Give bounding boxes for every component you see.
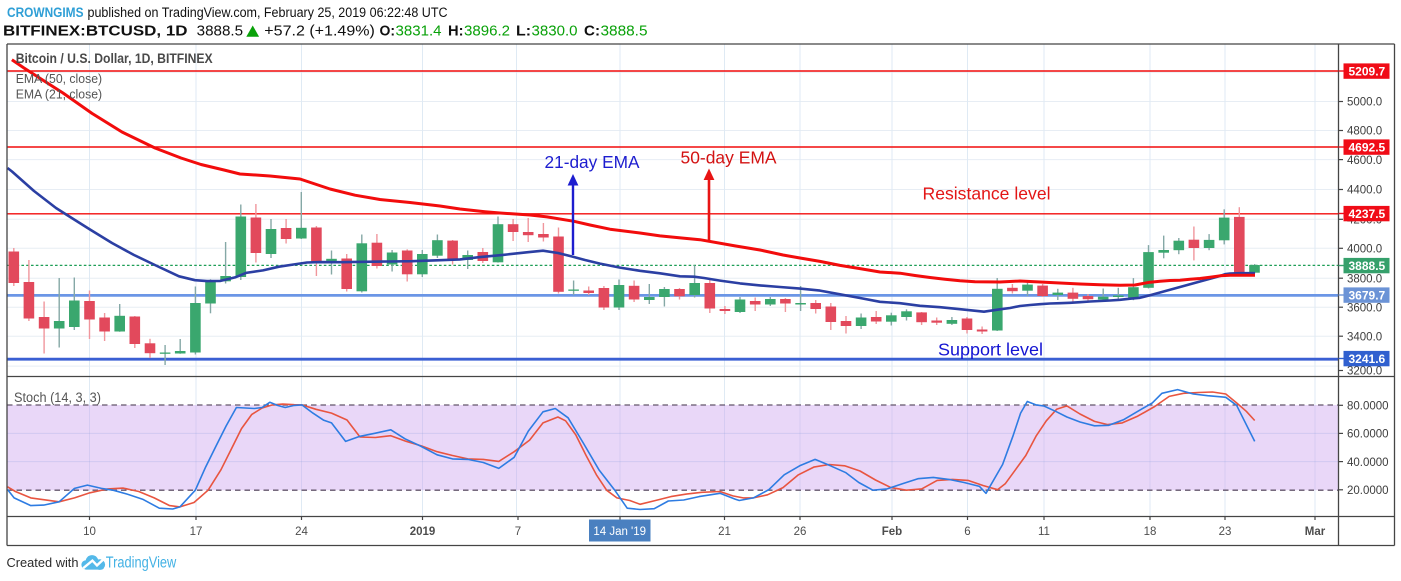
svg-text:4692.5: 4692.5 — [1349, 141, 1386, 155]
svg-text:11: 11 — [1038, 526, 1050, 538]
svg-text:H:: H: — [448, 24, 464, 40]
svg-text:Bitcoin / U.S. Dollar, 1D, BIT: Bitcoin / U.S. Dollar, 1D, BITFINEX — [16, 51, 213, 66]
svg-text:18: 18 — [1144, 526, 1157, 538]
svg-text:4000.0: 4000.0 — [1347, 244, 1382, 256]
svg-text:L:: L: — [516, 24, 531, 40]
svg-text:EMA (50, close): EMA (50, close) — [16, 71, 102, 86]
svg-text:60.0000: 60.0000 — [1347, 429, 1389, 441]
svg-text:+57.2 (+1.49%): +57.2 (+1.49%) — [264, 24, 375, 40]
svg-text:4237.5: 4237.5 — [1349, 207, 1386, 221]
svg-text:24: 24 — [295, 526, 308, 538]
svg-text:published on TradingView.com,: published on TradingView.com, February 2… — [88, 5, 448, 20]
svg-text:3888.5: 3888.5 — [601, 24, 648, 40]
svg-text:Stoch (14, 3, 3): Stoch (14, 3, 3) — [14, 390, 101, 405]
svg-text:EMA (21, close): EMA (21, close) — [16, 87, 102, 102]
svg-text:5000.0: 5000.0 — [1347, 97, 1382, 109]
svg-text:Resistance level: Resistance level — [923, 184, 1051, 204]
svg-text:40.0000: 40.0000 — [1347, 457, 1389, 469]
svg-text:BITFINEX:BTCUSD, 1D: BITFINEX:BTCUSD, 1D — [3, 24, 188, 40]
svg-text:CROWNGIMS: CROWNGIMS — [7, 5, 84, 20]
svg-text:O:: O: — [380, 24, 396, 40]
svg-text:3400.0: 3400.0 — [1347, 331, 1382, 343]
svg-text:Support level: Support level — [938, 340, 1043, 360]
svg-text:2019: 2019 — [410, 526, 436, 538]
svg-text:3888.5: 3888.5 — [197, 24, 243, 40]
svg-text:26: 26 — [794, 526, 807, 538]
svg-text:3600.0: 3600.0 — [1347, 302, 1382, 314]
svg-text:3830.0: 3830.0 — [532, 24, 578, 40]
svg-text:21-day EMA: 21-day EMA — [545, 152, 640, 172]
svg-text:Created with: Created with — [7, 555, 79, 570]
svg-text:23: 23 — [1219, 526, 1232, 538]
svg-text:4800.0: 4800.0 — [1347, 126, 1382, 138]
svg-text:C:: C: — [584, 24, 600, 40]
svg-text:3896.2: 3896.2 — [464, 24, 510, 40]
svg-text:50-day EMA: 50-day EMA — [681, 148, 777, 168]
svg-text:4600.0: 4600.0 — [1347, 155, 1382, 167]
svg-text:80.0000: 80.0000 — [1347, 401, 1389, 413]
svg-text:6: 6 — [964, 526, 970, 538]
svg-text:3800.0: 3800.0 — [1347, 273, 1382, 285]
svg-text:10: 10 — [83, 526, 96, 538]
svg-text:17: 17 — [190, 526, 203, 538]
svg-text:3679.7: 3679.7 — [1349, 289, 1386, 303]
svg-text:Mar: Mar — [1305, 526, 1326, 538]
svg-text:14 Jan '19: 14 Jan '19 — [593, 526, 646, 538]
svg-text:7: 7 — [515, 526, 521, 538]
svg-text:3888.5: 3888.5 — [1349, 259, 1386, 273]
svg-text:5209.7: 5209.7 — [1349, 65, 1386, 79]
svg-text:3241.6: 3241.6 — [1349, 352, 1386, 366]
svg-text:20.0000: 20.0000 — [1347, 485, 1389, 497]
svg-text:3200.0: 3200.0 — [1347, 366, 1382, 378]
svg-text:4400.0: 4400.0 — [1347, 185, 1382, 197]
svg-text:21: 21 — [718, 526, 731, 538]
svg-text:3831.4: 3831.4 — [396, 24, 442, 40]
svg-text:Feb: Feb — [882, 526, 902, 538]
svg-text:TradingView: TradingView — [106, 555, 177, 572]
